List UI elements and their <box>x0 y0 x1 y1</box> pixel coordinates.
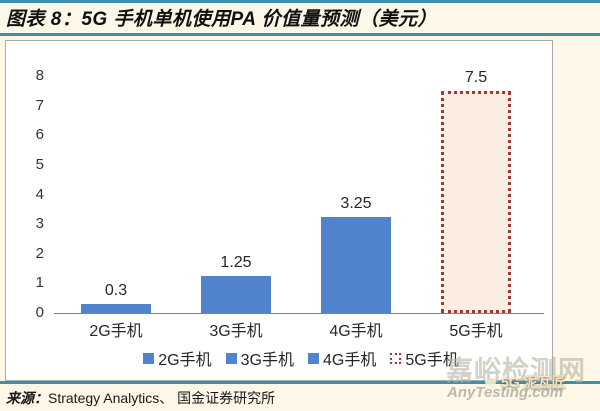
legend-swatch-dotted-icon <box>390 352 402 364</box>
legend-item-5G手机: 5G手机 <box>390 346 459 370</box>
legend-label: 4G手机 <box>323 352 377 369</box>
y-tick-8: 8 <box>35 67 44 84</box>
watermark-badge: 5G 泥瓦匠 <box>483 372 566 392</box>
y-tick-5: 5 <box>35 155 44 173</box>
legend-item-4G手机: 4G手机 <box>308 346 376 370</box>
bar-chart: 0 1 2 3 4 5 6 7 8 0.3 2G手机 1.25 3G手机 3.25 4G手机 7.5 5G手机 <box>6 41 552 380</box>
legend-swatch-solid-icon <box>308 352 319 364</box>
x-category-label-3G手机: 3G手机 <box>209 323 263 340</box>
x-category-label-4G手机: 4G手机 <box>329 323 383 340</box>
y-tick-1: 1 <box>35 274 44 292</box>
watermark-site-url: AnyTesting.com <box>447 384 564 401</box>
y-tick-3: 3 <box>35 215 44 233</box>
x-category-label-2G手机: 2G手机 <box>89 323 143 340</box>
bar-5G手机 <box>441 91 511 313</box>
source-label: 来源： <box>6 392 48 407</box>
y-tick-0: 0 <box>35 304 44 321</box>
legend-label: 5G手机 <box>405 352 459 369</box>
source-line: 来源：Strategy Analytics、 国金证券研究所 <box>6 388 275 408</box>
legend-label: 3G手机 <box>240 352 294 369</box>
legend-swatch-solid-icon <box>143 352 155 364</box>
figure-title: 图表 8：5G 手机单机使用PA 价值量预测（美元） <box>6 9 438 30</box>
source-text: Strategy Analytics、 国金证券研究所 <box>48 390 276 406</box>
legend-item-2G手机: 2G手机 <box>143 346 212 370</box>
bar-value-label-2G手机: 0.3 <box>104 282 128 299</box>
bottom-divider <box>0 381 600 384</box>
bar-4G手机 <box>321 217 391 313</box>
bar-value-label-4G手机: 3.25 <box>340 195 372 212</box>
chart-panel: 0 1 2 3 4 5 6 7 8 0.3 2G手机 1.25 3G手机 3.25 4G手机 7.5 5G手机 … <box>5 40 553 381</box>
bar-3G手机 <box>201 276 271 313</box>
watermark-site-name: 嘉峪检测网 <box>446 356 586 386</box>
legend-label: 2G手机 <box>158 352 212 369</box>
legend-item-3G手机: 3G手机 <box>225 346 294 370</box>
x-axis-line <box>54 313 544 314</box>
top-divider <box>0 0 600 3</box>
watermark-badge-text: 5G 泥瓦匠 <box>501 374 566 390</box>
y-tick-7: 7 <box>35 96 44 114</box>
legend-swatch-solid-icon <box>225 352 237 364</box>
chart-legend: 2G手机 3G手机 4G手机 5G手机 <box>56 346 546 370</box>
y-tick-2: 2 <box>35 244 44 262</box>
mascot-icon <box>484 376 497 389</box>
x-category-label-5G手机: 5G手机 <box>449 323 503 340</box>
y-tick-6: 6 <box>35 126 44 144</box>
y-tick-4: 4 <box>35 185 44 203</box>
bar-2G手机 <box>81 304 151 313</box>
bar-value-label-5G手机: 7.5 <box>464 69 488 86</box>
title-divider <box>0 33 600 36</box>
bar-value-label-3G手机: 1.25 <box>220 254 252 271</box>
